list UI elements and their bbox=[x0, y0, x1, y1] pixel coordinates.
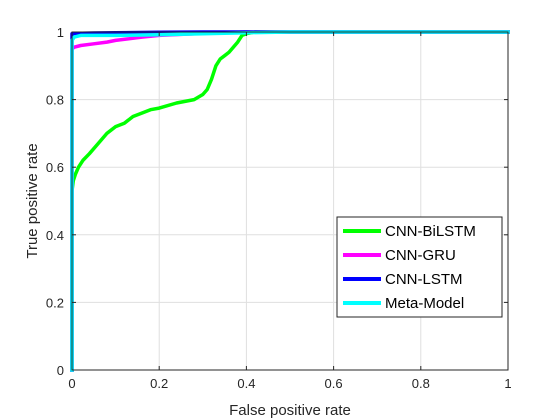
series-line-cnn-bilstm bbox=[70, 30, 510, 372]
legend-box bbox=[336, 216, 503, 318]
plot-frame bbox=[71, 31, 509, 371]
x-tick-label: 0 bbox=[68, 376, 75, 391]
legend: CNN-BiLSTM CNN-GRU CNN-LSTM Meta-Model bbox=[336, 216, 503, 318]
x-tick-label: 0.4 bbox=[237, 376, 255, 391]
x-tick-label: 0.6 bbox=[325, 376, 343, 391]
y-tick-label: 0 bbox=[57, 363, 64, 378]
x-axis-title: False positive rate bbox=[229, 402, 351, 419]
y-tick-label: 0.8 bbox=[46, 93, 64, 108]
y-tick-label: 1 bbox=[57, 25, 64, 40]
legend-label: CNN-GRU bbox=[385, 247, 456, 264]
legend-label: Meta-Model bbox=[385, 295, 464, 312]
y-axis: 0 0.2 0.4 0.6 0.8 1 bbox=[46, 25, 508, 378]
legend-label: CNN-BiLSTM bbox=[385, 223, 476, 240]
grid bbox=[71, 31, 509, 371]
y-tick-label: 0.2 bbox=[46, 295, 64, 310]
series-line-cnn-gru bbox=[70, 30, 510, 372]
y-tick-label: 0.4 bbox=[46, 228, 64, 243]
x-tick-label: 0.2 bbox=[150, 376, 168, 391]
x-tick-label: 0.8 bbox=[412, 376, 430, 391]
y-tick-label: 0.6 bbox=[46, 160, 64, 175]
legend-label: CNN-LSTM bbox=[385, 271, 463, 288]
x-axis: 0 0.2 0.4 0.6 0.8 1 bbox=[68, 32, 512, 391]
series-layer bbox=[70, 30, 510, 372]
series-line-meta-model bbox=[70, 30, 510, 372]
y-axis-title: True positive rate bbox=[24, 143, 41, 258]
x-tick-label: 1 bbox=[504, 376, 511, 391]
series-line-cnn-lstm bbox=[70, 30, 510, 372]
